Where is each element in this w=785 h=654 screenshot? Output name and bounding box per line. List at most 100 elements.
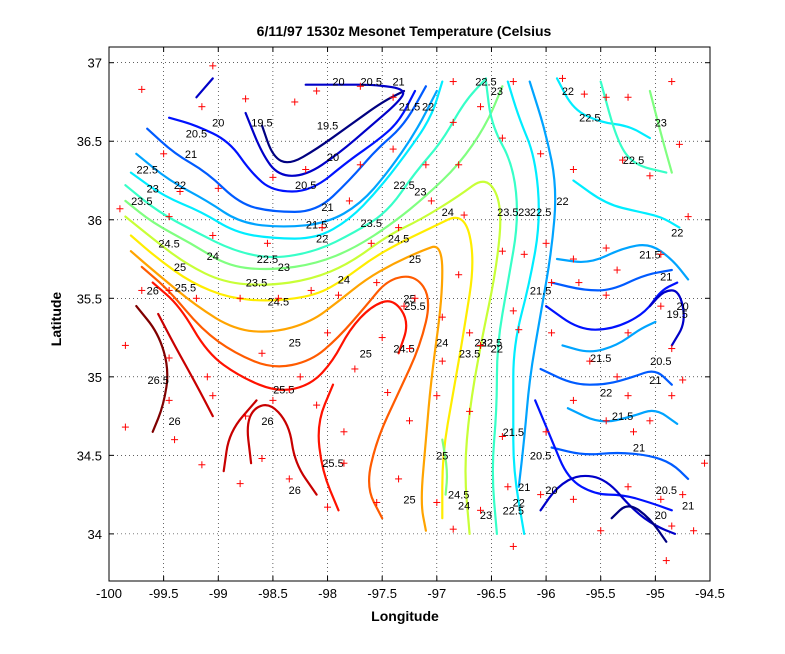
station-marker xyxy=(121,423,129,431)
contour-value-label: 21.5 xyxy=(639,249,660,261)
contour-value-label: 20.5 xyxy=(186,128,207,140)
contour-value-label: 22 xyxy=(556,196,568,208)
contour-value-label: 20 xyxy=(212,117,224,129)
contour-line xyxy=(561,320,657,353)
x-tick-label: -96 xyxy=(537,586,556,601)
contour-value-label: 25 xyxy=(403,494,415,506)
contour-value-label: 24.5 xyxy=(158,238,179,250)
contour-value-label: 24 xyxy=(207,251,219,263)
contour-value-label: 22 xyxy=(562,86,574,98)
contour-line xyxy=(484,80,519,535)
station-marker xyxy=(165,354,173,362)
station-marker xyxy=(569,396,577,404)
station-marker xyxy=(296,373,304,381)
contour-value-label: 23 xyxy=(518,207,530,219)
x-tick-label: -94.5 xyxy=(695,586,725,601)
contour-line xyxy=(195,77,214,99)
station-marker xyxy=(646,417,654,425)
contour-line xyxy=(168,89,417,193)
station-marker xyxy=(498,433,506,441)
contour-line xyxy=(246,404,318,496)
contour-value-label: 22 xyxy=(671,227,683,239)
contour-value-label: 23.5 xyxy=(131,196,152,208)
contour-value-label: 25 xyxy=(436,450,448,462)
contour-value-label: 22.5 xyxy=(481,337,502,349)
station-marker xyxy=(624,392,632,400)
contour-value-label: 25 xyxy=(409,254,421,266)
contour-value-label: 22.5 xyxy=(623,155,644,167)
station-marker xyxy=(121,341,129,349)
contour-line xyxy=(157,312,214,418)
station-marker xyxy=(209,62,217,70)
station-marker xyxy=(679,491,687,499)
contour-value-label: 22.5 xyxy=(475,77,496,89)
contour-layer xyxy=(124,77,690,543)
contour-line xyxy=(539,367,673,386)
contour-line xyxy=(555,244,690,281)
contour-line xyxy=(129,245,444,532)
station-marker xyxy=(263,239,271,247)
x-tick-label: -96.5 xyxy=(477,586,507,601)
contour-value-label: 25 xyxy=(403,293,415,305)
station-marker xyxy=(116,205,124,213)
contour-value-label: 26 xyxy=(289,485,301,497)
station-marker xyxy=(433,392,441,400)
station-marker xyxy=(389,145,397,153)
station-marker xyxy=(455,161,463,169)
y-tick-label: 35 xyxy=(88,370,102,385)
station-marker xyxy=(548,279,556,287)
contour-value-label: 23 xyxy=(491,86,503,98)
station-marker xyxy=(455,271,463,279)
station-marker xyxy=(160,150,168,158)
contour-value-label: 26.5 xyxy=(147,375,168,387)
contour-line xyxy=(151,281,408,391)
contour-value-label: 24.5 xyxy=(448,490,469,502)
contour-value-label: 26 xyxy=(168,416,180,428)
contour-value-label: 22.5 xyxy=(579,113,600,125)
station-marker xyxy=(460,211,468,219)
contour-value-label: 23.5 xyxy=(459,348,480,360)
station-marker xyxy=(285,475,293,483)
y-tick-label: 35.5 xyxy=(77,291,102,306)
station-marker xyxy=(569,495,577,503)
contour-value-label: 21.5 xyxy=(503,427,524,439)
contour-value-label: 21.5 xyxy=(306,219,327,231)
contour-value-label: 19.5 xyxy=(317,121,338,133)
station-marker xyxy=(624,93,632,101)
contour-line xyxy=(124,180,502,535)
contour-value-label: 21 xyxy=(682,501,694,513)
station-marker xyxy=(675,140,683,148)
station-marker xyxy=(575,279,583,287)
contour-value-label: 23 xyxy=(147,183,159,195)
y-tick-label: 36.5 xyxy=(77,134,102,149)
station-marker xyxy=(558,74,566,82)
contour-value-label: 20 xyxy=(332,77,344,89)
station-marker xyxy=(580,90,588,98)
station-marker xyxy=(422,161,430,169)
contour-value-label: 22 xyxy=(600,388,612,400)
contour-value-label: 24 xyxy=(442,207,454,219)
station-marker xyxy=(477,103,485,111)
station-marker xyxy=(657,250,665,258)
contour-value-label: 24.5 xyxy=(388,234,409,246)
station-marker xyxy=(176,187,184,195)
station-marker xyxy=(356,82,364,90)
contour-value-label: 22.5 xyxy=(503,505,524,517)
station-marker xyxy=(542,428,550,436)
station-marker xyxy=(389,93,397,101)
contour-value-label: 25 xyxy=(289,337,301,349)
station-marker xyxy=(395,475,403,483)
station-marker xyxy=(537,150,545,158)
contour-line xyxy=(517,80,557,488)
station-marker xyxy=(214,184,222,192)
station-marker xyxy=(477,341,485,349)
station-marker xyxy=(307,286,315,294)
contour-line xyxy=(599,80,668,174)
station-marker xyxy=(198,461,206,469)
station-marker xyxy=(630,428,638,436)
contour-value-label: 25.5 xyxy=(322,458,343,470)
station-marker xyxy=(203,373,211,381)
station-layer xyxy=(116,62,709,565)
contour-value-label: 20 xyxy=(655,510,667,522)
station-marker xyxy=(662,557,670,565)
